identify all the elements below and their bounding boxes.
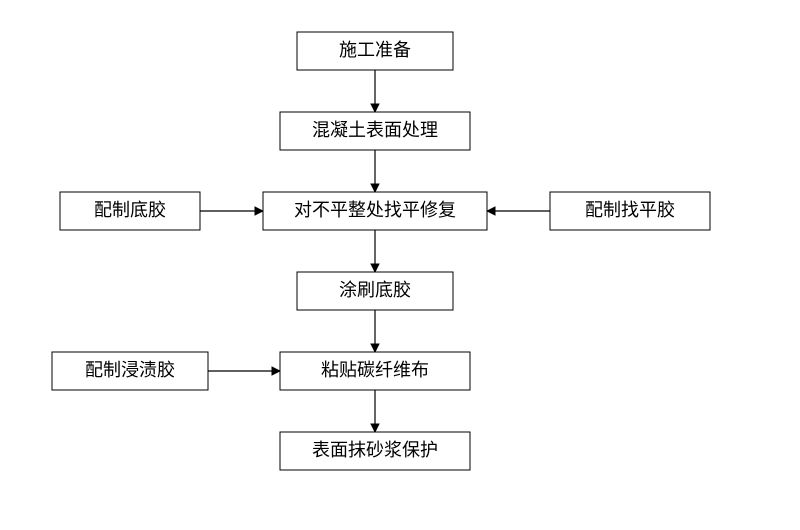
flowchart-node: 涂刷底胶 xyxy=(297,272,453,310)
node-label: 对不平整处找平修复 xyxy=(294,200,456,220)
node-label: 混凝土表面处理 xyxy=(312,120,438,140)
flowchart-node: 混凝土表面处理 xyxy=(280,112,470,150)
node-label: 表面抹砂浆保护 xyxy=(312,440,438,460)
flowchart-node: 配制底胶 xyxy=(60,192,200,230)
node-label: 施工准备 xyxy=(339,40,411,60)
flowchart-node: 对不平整处找平修复 xyxy=(263,192,487,230)
flowchart-canvas: 施工准备混凝土表面处理对不平整处找平修复涂刷底胶粘贴碳纤维布表面抹砂浆保护 配制底… xyxy=(0,0,800,530)
node-label: 粘贴碳纤维布 xyxy=(321,360,429,380)
node-label: 配制底胶 xyxy=(94,200,166,220)
flowchart-node: 粘贴碳纤维布 xyxy=(280,352,470,390)
node-label: 配制浸渍胶 xyxy=(85,360,175,380)
flowchart-node: 配制找平胶 xyxy=(550,192,710,230)
node-label: 配制找平胶 xyxy=(585,200,675,220)
flowchart-node: 施工准备 xyxy=(297,32,453,70)
flowchart-node: 配制浸渍胶 xyxy=(52,352,208,390)
node-label: 涂刷底胶 xyxy=(339,280,411,300)
flowchart-node: 表面抹砂浆保护 xyxy=(280,432,470,470)
